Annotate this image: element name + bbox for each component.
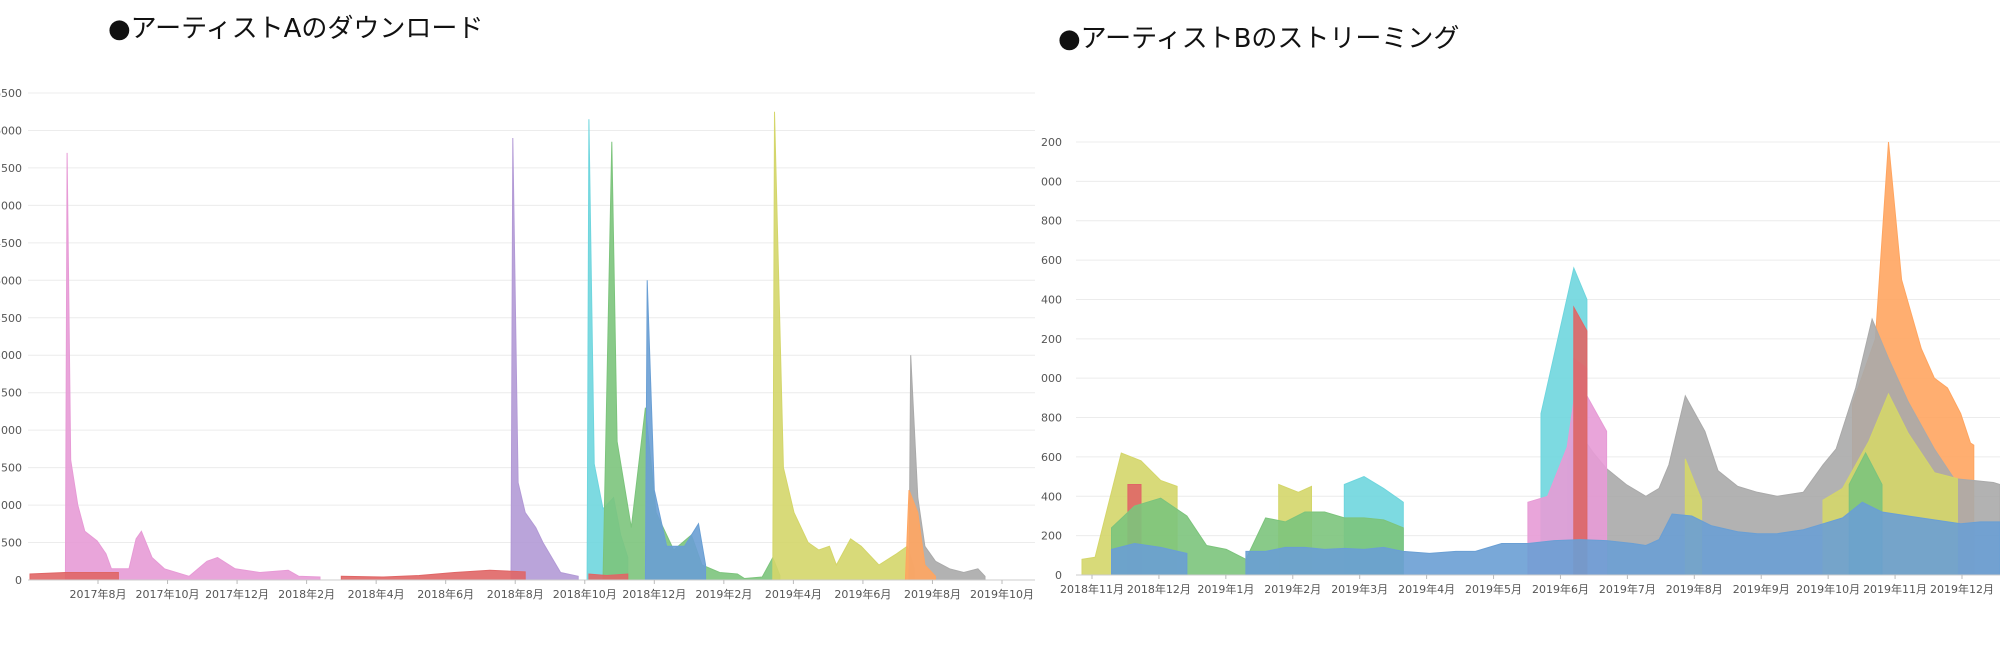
chart-b-x-tick-label: 2018年11月	[1060, 582, 1124, 596]
chart-a-series-area-5	[772, 111, 915, 581]
chart-a-y-tick-label: 4000	[0, 274, 22, 287]
chart-b-y-tick-label: 1400	[1040, 293, 1062, 306]
chart-a-series-area-0	[64, 152, 321, 581]
chart-b-y-tick-label: 0	[1055, 569, 1062, 582]
chart-b-x-tick-label: 2019年6月	[1532, 582, 1589, 596]
chart-a-series-area-4	[644, 280, 707, 581]
chart-a-y-tick-label: 2000	[0, 424, 22, 437]
chart-a-y-tick-label: 1000	[0, 499, 22, 512]
chart-b-y-tick-label: 2200	[1040, 136, 1062, 149]
chart-b: 0 200 400 600 800 1000 1200 1400 1600 1800 2000 220…	[1040, 136, 2000, 596]
chart-a-x-tick-label: 2019年10月	[970, 587, 1034, 601]
chart-a-x-tick-label: 2018年8月	[487, 587, 544, 601]
chart-b-y-tick-label: 1800	[1040, 215, 1062, 228]
chart-a-title: ●アーティストAのダウンロード	[108, 14, 484, 44]
chart-b-x-tick-label: 2019年10月	[1796, 582, 1860, 596]
chart-a-y-tick-label: 500	[1, 537, 22, 550]
chart-a-y-tick-label: 3500	[0, 312, 22, 325]
chart-b-x-tick-label: 2019年2月	[1264, 582, 1321, 596]
chart-a-x-tick-label: 2019年8月	[904, 587, 961, 601]
chart-b-x-tick-label: 2019年8月	[1666, 582, 1723, 596]
chart-b-y-tick-label: 600	[1041, 451, 1062, 464]
chart-b-y-tick-label: 1200	[1040, 333, 1062, 346]
chart-a-x-tick-label: 2017年8月	[70, 587, 127, 601]
chart-a-x-tick-label: 2019年6月	[834, 587, 891, 601]
chart-a-y-tick-label: 3000	[0, 349, 22, 362]
chart-b-x-tick-label: 2019年12月	[1930, 582, 1994, 596]
chart-a-y-tick-label: 2500	[0, 387, 22, 400]
chart-a-x-tick-label: 2018年12月	[622, 587, 686, 601]
chart-a-series-area-8	[29, 569, 629, 581]
chart-b-x-tick-label: 2019年7月	[1599, 582, 1656, 596]
chart-b-x-tick-label: 2019年9月	[1733, 582, 1790, 596]
chart-a-y-tick-label: 6500	[0, 87, 22, 100]
chart-b-series-area-8	[1111, 501, 2000, 576]
chart-a-y-tick-label: 6000	[0, 124, 22, 137]
chart-a-x-tick-label: 2017年12月	[205, 587, 269, 601]
chart-a-x-tick-label: 2018年6月	[417, 587, 474, 601]
chart-a-series-area-1	[510, 137, 579, 581]
chart-a-y-tick-label: 5500	[0, 162, 22, 175]
chart-a-y-tick-label: 0	[15, 574, 22, 587]
chart-b-y-tick-label: 1600	[1040, 254, 1062, 267]
chart-b-x-tick-label: 2019年5月	[1465, 582, 1522, 596]
chart-b-x-tick-label: 2019年11月	[1863, 582, 1927, 596]
chart-b-title: ●アーティストBのストリーミング	[1058, 24, 1460, 54]
chart-b-y-tick-label: 400	[1041, 490, 1062, 503]
chart-b-x-tick-label: 2019年4月	[1398, 582, 1455, 596]
chart-b-y-tick-label: 200	[1041, 530, 1062, 543]
chart-a-x-tick-label: 2019年4月	[765, 587, 822, 601]
chart-a-x-tick-label: 2018年2月	[278, 587, 335, 601]
chart-a: 0 500 1000 1500 2000 2500 3000 3500 4000 4500 5000…	[0, 87, 1035, 601]
chart-a-x-tick-label: 2018年4月	[348, 587, 405, 601]
chart-b-y-tick-label: 1000	[1040, 372, 1062, 385]
chart-b-y-tick-label: 2000	[1040, 175, 1062, 188]
chart-a-y-tick-label: 1500	[0, 462, 22, 475]
chart-b-x-tick-label: 2018年12月	[1127, 582, 1191, 596]
chart-b-x-tick-label: 2019年1月	[1197, 582, 1254, 596]
chart-b-x-tick-label: 2019年3月	[1331, 582, 1388, 596]
chart-b-y-tick-label: 800	[1041, 412, 1062, 425]
chart-a-x-tick-label: 2018年10月	[553, 587, 617, 601]
chart-b-series-area-7	[1111, 451, 1883, 576]
chart-a-x-tick-label: 2017年10月	[136, 587, 200, 601]
chart-a-y-tick-label: 4500	[0, 237, 22, 250]
chart-a-x-tick-label: 2019年2月	[695, 587, 752, 601]
chart-a-series-area-3	[602, 141, 781, 581]
